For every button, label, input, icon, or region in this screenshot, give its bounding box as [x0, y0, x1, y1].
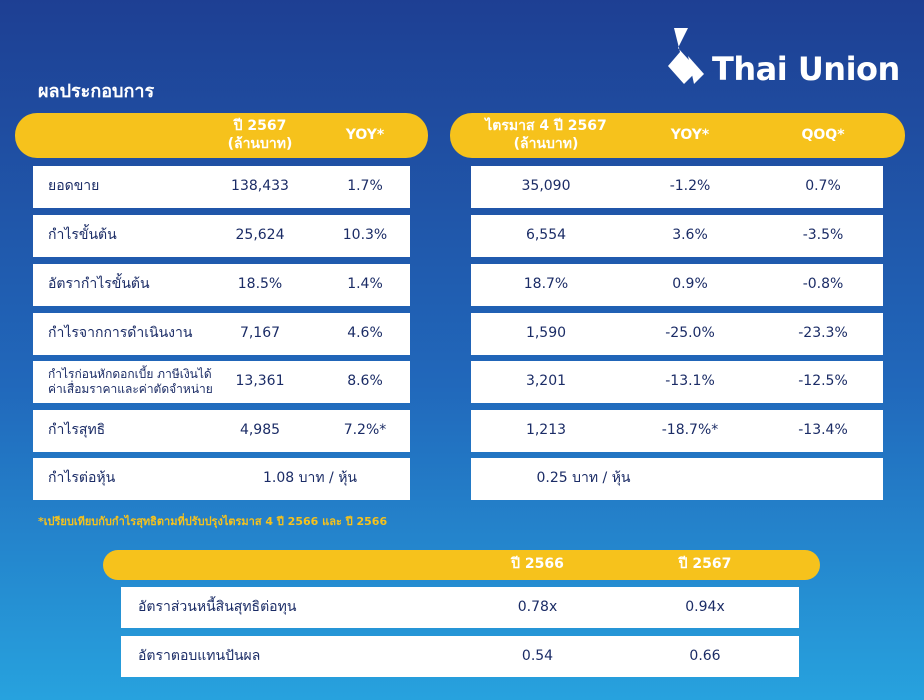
cell: -13.4% [798, 422, 848, 439]
cell: 0.54 [521, 647, 554, 664]
cell: 25,624 [235, 227, 285, 244]
cell: -18.7%* [661, 422, 719, 439]
footnote: *เปรียบเทียบกับกำไรสุทธิตามที่ปรับปรุงไต… [38, 515, 388, 528]
row-label: ยอดขาย [48, 178, 100, 195]
column-header: ปี 2567 (ล้านบาท) [227, 118, 293, 152]
cell: -25.0% [665, 325, 715, 342]
row-box [33, 313, 410, 355]
logo-icon [668, 28, 704, 84]
cell: -13.1% [665, 373, 715, 390]
cell: 0.9% [672, 276, 708, 293]
cell: 1.7% [347, 178, 383, 195]
cell: 7,167 [239, 325, 281, 342]
row-label: กำไรสุทธิ [48, 422, 106, 439]
cell: -3.5% [802, 227, 844, 244]
cell: 18.5% [237, 276, 283, 293]
cell: 0.66 [689, 647, 721, 664]
cell: 7.2%* [343, 422, 387, 439]
row-box [471, 410, 883, 452]
logo-text: Thai Union [712, 50, 900, 88]
row-label: อัตราส่วนหนี้สินสุทธิต่อทุน [138, 598, 297, 615]
row-box [471, 361, 883, 403]
row-box [471, 264, 883, 306]
row-box [471, 458, 883, 500]
row-box [33, 166, 410, 208]
cell: 0.78x [517, 598, 558, 615]
cell: 0.7% [805, 178, 841, 195]
cell: 1,213 [525, 422, 567, 439]
column-header: ปี 2567 [678, 556, 732, 573]
row-box [471, 166, 883, 208]
row-label: อัตราตอบแทนปันผล [138, 647, 261, 664]
cell: 0.25 บาท / หุ้น [536, 470, 631, 487]
row-box [33, 215, 410, 257]
row-box [121, 587, 799, 628]
column-header: QOQ* [801, 126, 845, 143]
cell: 6,554 [525, 227, 567, 244]
cell: -0.8% [802, 276, 844, 293]
cell: 4,985 [239, 422, 281, 439]
row-box [33, 458, 410, 500]
row-label: กำไรก่อนหักดอกเบี้ย ภาษีเงินได้ ค่าเสื่อ… [48, 367, 213, 396]
row-label: อัตรากำไรขั้นต้น [48, 276, 150, 293]
header-bar [15, 113, 428, 158]
cell: 3,201 [525, 373, 567, 390]
header-bar [103, 550, 820, 580]
row-label: กำไรจากการดำเนินงาน [48, 325, 193, 342]
cell: 4.6% [347, 325, 383, 342]
column-header: YOY* [345, 126, 385, 143]
cell: 3.6% [672, 227, 708, 244]
cell: 1.08 บาท / หุ้น [262, 470, 357, 487]
row-label: กำไรต่อหุ้น [48, 470, 116, 487]
cell: 8.6% [347, 373, 383, 390]
cell: 35,090 [521, 178, 571, 195]
row-box [33, 410, 410, 452]
row-box [121, 636, 799, 677]
title: ผลประกอบการ [38, 81, 155, 102]
row-box [471, 215, 883, 257]
cell: 0.94x [685, 598, 725, 615]
row-box [33, 361, 410, 403]
cell: 13,361 [235, 373, 285, 390]
cell: 1,590 [525, 325, 567, 342]
cell: 10.3% [342, 227, 388, 244]
header-bar [450, 113, 905, 158]
cell: 138,433 [231, 178, 289, 195]
row-box [33, 264, 410, 306]
row-label: กำไรขั้นต้น [48, 227, 117, 244]
cell: -23.3% [798, 325, 848, 342]
column-header: ไตรมาส 4 ปี 2567 (ล้านบาท) [485, 118, 607, 152]
row-box [471, 313, 883, 355]
column-header: YOY* [670, 126, 710, 143]
cell: 18.7% [523, 276, 569, 293]
cell: -1.2% [669, 178, 711, 195]
cell: 1.4% [347, 276, 383, 293]
column-header: ปี 2566 [511, 556, 564, 573]
cell: -12.5% [798, 373, 848, 390]
